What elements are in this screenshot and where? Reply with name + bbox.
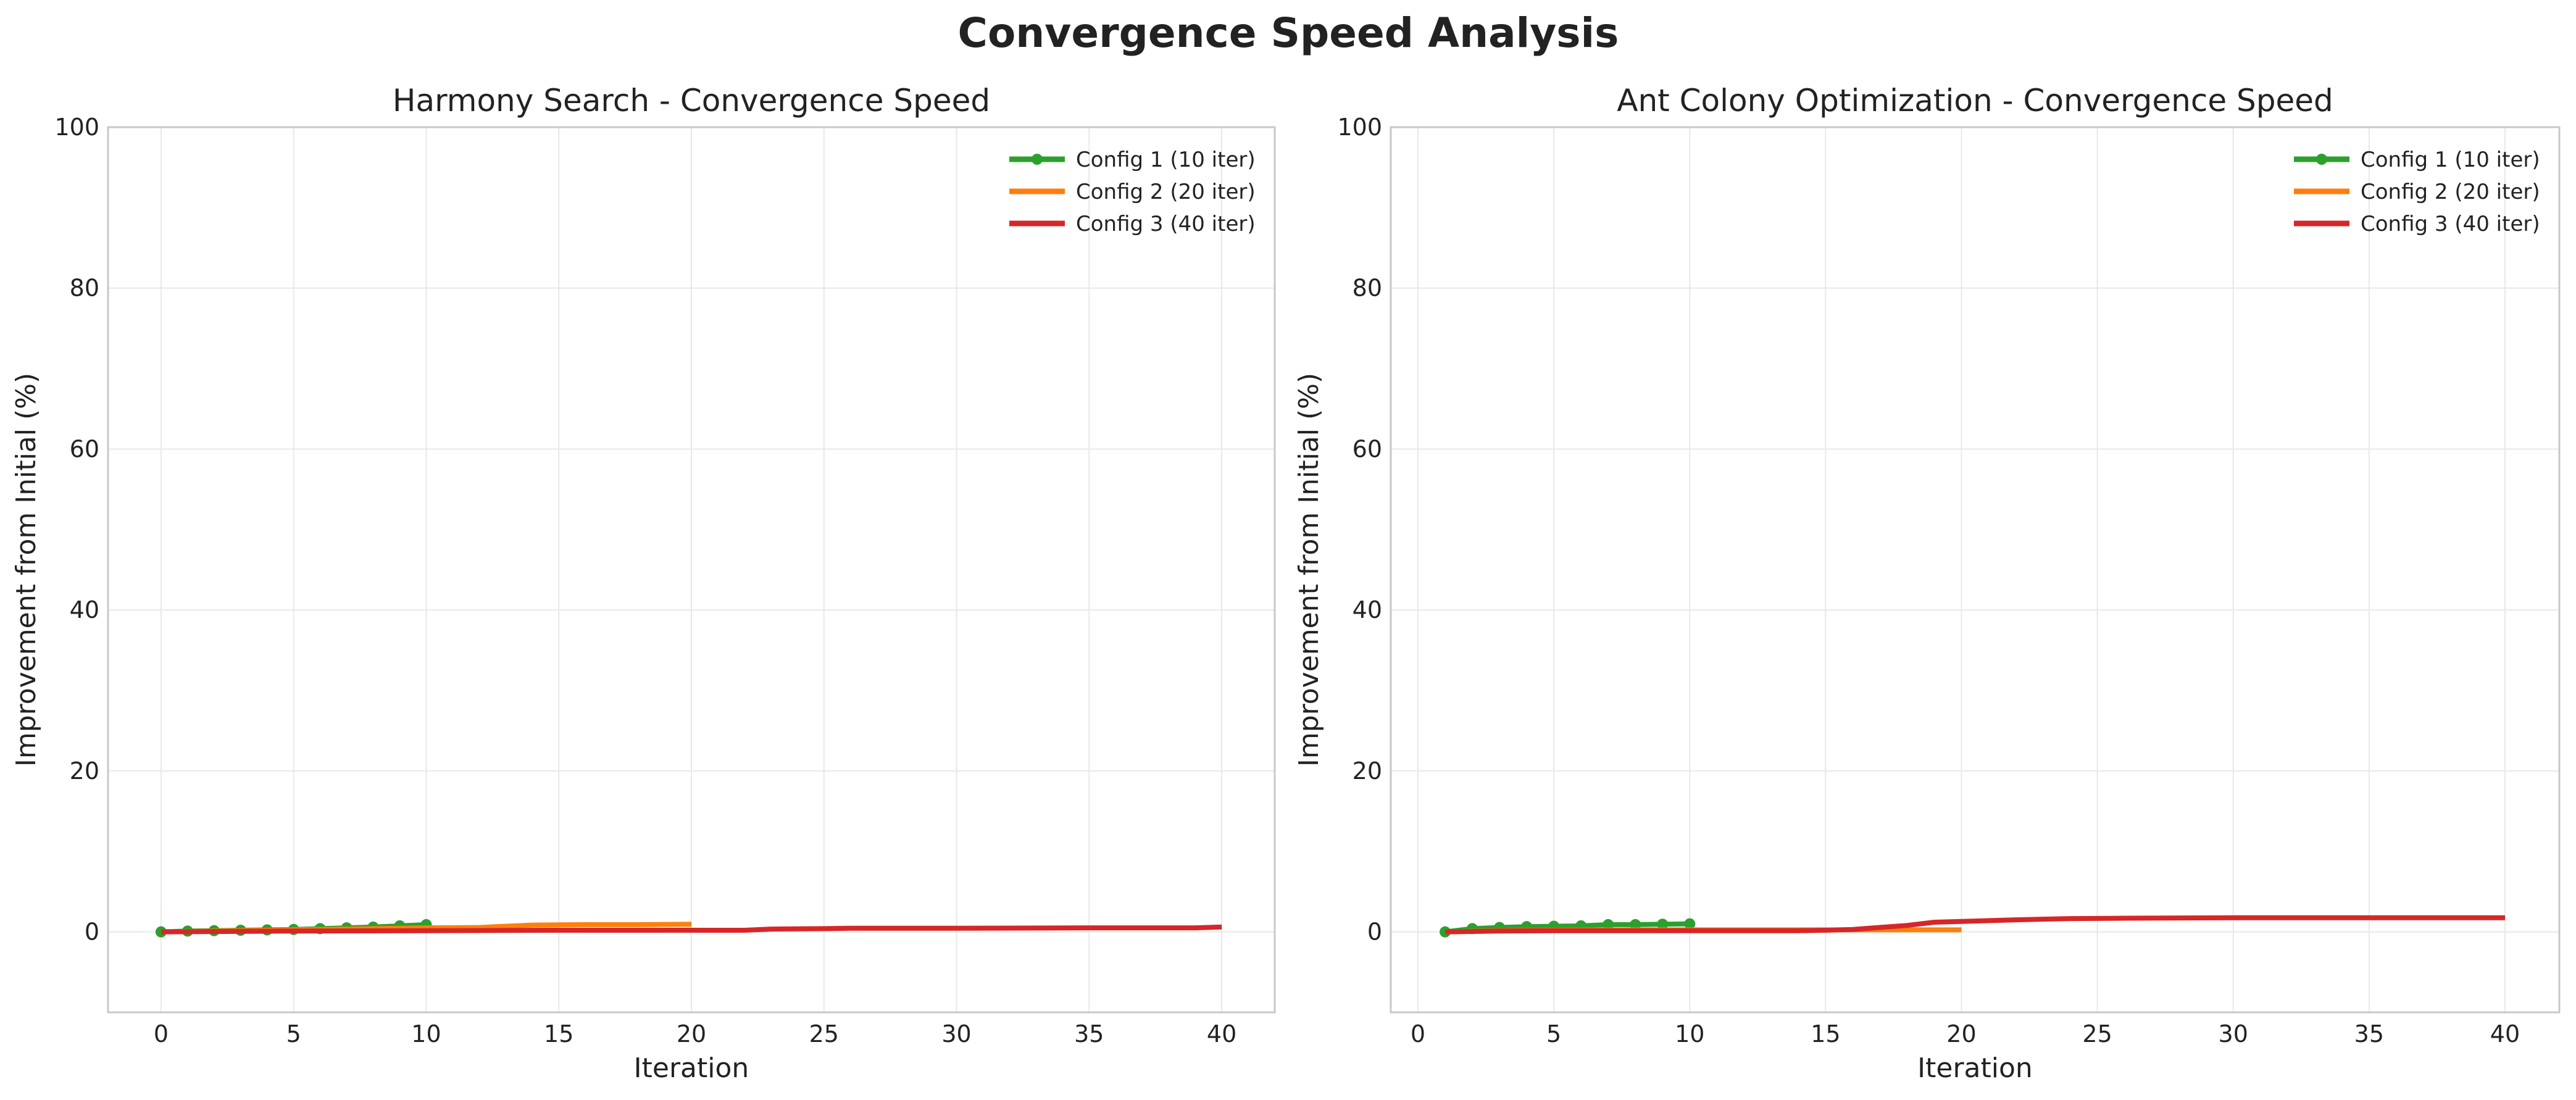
x-tick-label: 40 xyxy=(2490,1020,2520,1048)
x-tick-label: 25 xyxy=(2082,1020,2112,1048)
legend-label: Config 2 (20 iter) xyxy=(2361,180,2540,204)
y-tick-label: 20 xyxy=(1353,757,1382,785)
y-tick-label: 40 xyxy=(70,596,99,623)
x-tick-label: 30 xyxy=(941,1020,971,1048)
series-line-3 xyxy=(1444,915,2505,935)
y-tick-label: 100 xyxy=(54,114,99,141)
series-line-3 xyxy=(160,924,1222,935)
x-tick-label: 15 xyxy=(544,1020,573,1048)
legend-label: Config 3 (40 iter) xyxy=(2361,212,2540,236)
y-axis-label: Improvement from Initial (%) xyxy=(1293,373,1325,767)
y-tick-label: 20 xyxy=(70,757,99,785)
x-tick-label: 25 xyxy=(809,1020,839,1048)
y-tick-label: 0 xyxy=(1367,919,1382,946)
panel-ant-colony: 0 5 10 15 20 25 30 35 40 0 20 40 60 80 100 Ant Colony O… xyxy=(1293,83,2561,1084)
y-tick-label: 100 xyxy=(1337,114,1382,141)
x-axis-label: Iteration xyxy=(634,1052,749,1084)
x-axis-label: Iteration xyxy=(1917,1052,2033,1084)
y-tick-label: 0 xyxy=(85,919,99,946)
axes-frame xyxy=(107,126,1276,1014)
x-tick-label: 30 xyxy=(2219,1020,2248,1048)
y-axis-label: Improvement from Initial (%) xyxy=(10,373,42,767)
x-tick-label: 40 xyxy=(1207,1020,1236,1048)
x-tick-label: 10 xyxy=(1675,1020,1704,1048)
x-tick-label: 10 xyxy=(411,1020,441,1048)
y-tick-label: 60 xyxy=(70,435,99,462)
figure-title: Convergence Speed Analysis xyxy=(958,9,1619,57)
legend-label: Config 1 (10 iter) xyxy=(1076,148,1256,172)
legend-marker xyxy=(1032,154,1043,165)
panel-title: Ant Colony Optimization - Convergence Sp… xyxy=(1617,83,2333,119)
data-point-1 xyxy=(1603,919,1614,930)
y-tick-label: 80 xyxy=(70,275,99,302)
x-tick-label: 20 xyxy=(677,1020,706,1048)
y-tick-label: 40 xyxy=(1353,596,1382,623)
y-tick-label: 60 xyxy=(1353,435,1382,462)
legend-label: Config 3 (40 iter) xyxy=(1076,212,1256,236)
data-point-1 xyxy=(1657,919,1669,930)
y-tick-label: 80 xyxy=(1353,275,1382,302)
x-tick-label: 20 xyxy=(1946,1020,1976,1048)
x-tick-label: 5 xyxy=(286,1020,301,1048)
legend-marker xyxy=(2316,154,2327,165)
x-tick-label: 5 xyxy=(1546,1020,1561,1048)
legend-label: Config 1 (10 iter) xyxy=(2361,148,2540,172)
x-tick-label: 35 xyxy=(1074,1020,1104,1048)
x-tick-label: 0 xyxy=(154,1020,169,1048)
panel-harmony-search: 0 5 10 15 20 25 30 35 40 0 20 40 60 80 100 Harmony Sear… xyxy=(10,83,1276,1084)
axes-frame xyxy=(1390,126,2561,1014)
legend-label: Config 2 (20 iter) xyxy=(1076,180,1256,204)
x-tick-label: 35 xyxy=(2354,1020,2384,1048)
series-line-1 xyxy=(1444,921,1690,935)
data-point-1 xyxy=(1684,918,1696,930)
panel-title: Harmony Search - Convergence Speed xyxy=(393,83,990,119)
x-tick-label: 0 xyxy=(1411,1020,1425,1048)
x-tick-label: 15 xyxy=(1811,1020,1840,1048)
